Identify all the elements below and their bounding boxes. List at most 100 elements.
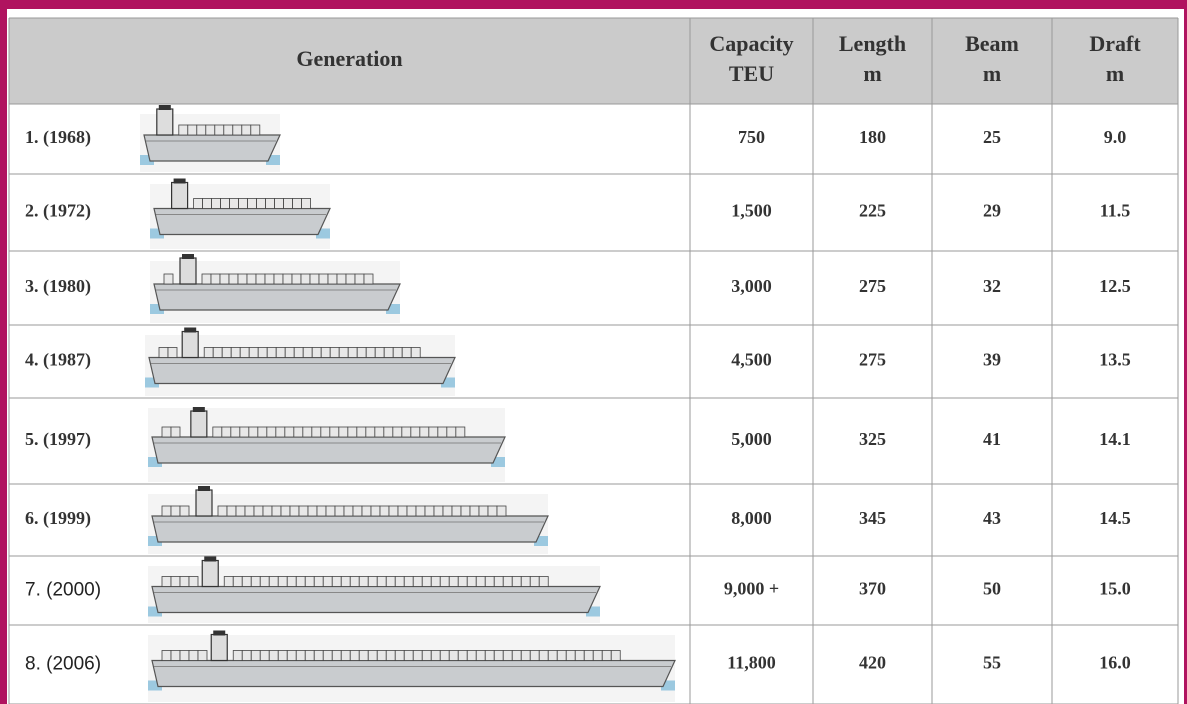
header-cell: Draft m [1089, 31, 1141, 86]
container [309, 273, 320, 285]
container [291, 273, 302, 285]
header-line: Draft [1089, 31, 1141, 56]
container [257, 347, 268, 358]
container [255, 273, 266, 285]
container [232, 124, 243, 136]
container [283, 198, 294, 209]
cell-value: 25 [983, 127, 1001, 147]
container [511, 650, 522, 661]
container [338, 347, 349, 358]
cell-value: 11,800 [727, 653, 776, 673]
header-cell: Length m [839, 31, 906, 86]
container [430, 576, 441, 587]
container [487, 505, 498, 517]
container [286, 576, 297, 587]
container [347, 347, 358, 358]
bridge [195, 489, 213, 517]
container [316, 505, 327, 517]
container [304, 576, 315, 587]
container [415, 505, 426, 517]
water [150, 304, 164, 314]
generation-label: 1. (1968) [25, 127, 91, 148]
hull [153, 283, 401, 311]
container [322, 650, 333, 661]
header-line: Generation [296, 46, 402, 71]
cell-value: 9,000 + [724, 579, 779, 599]
cell-value: 11.5 [1100, 201, 1131, 221]
container [304, 650, 315, 661]
container [511, 576, 522, 587]
container [311, 426, 322, 438]
container [313, 650, 324, 661]
container [356, 426, 367, 438]
container [385, 576, 396, 587]
header-cell: Capacity TEU [709, 31, 793, 86]
container [340, 576, 351, 587]
container [266, 426, 277, 438]
cell-value: 41 [983, 429, 1001, 449]
container [320, 347, 331, 358]
container [361, 505, 372, 517]
container [430, 650, 441, 661]
container [212, 426, 223, 438]
cell-value: 325 [859, 429, 886, 449]
container [448, 576, 459, 587]
generation-label: 5. (1997) [25, 429, 91, 450]
container [410, 426, 421, 438]
container [228, 273, 239, 285]
container [376, 650, 387, 661]
container [214, 124, 225, 136]
container [301, 198, 312, 209]
container [406, 505, 417, 517]
container [538, 576, 549, 587]
container [268, 576, 279, 587]
container [179, 650, 190, 661]
container [349, 650, 360, 661]
container [161, 576, 172, 587]
container [298, 505, 309, 517]
container [256, 198, 267, 209]
cell-value: 16.0 [1099, 653, 1131, 673]
container [235, 505, 246, 517]
container [302, 426, 313, 438]
container [221, 347, 232, 358]
container [203, 347, 214, 358]
container [547, 650, 558, 661]
cell-value: 13.5 [1099, 350, 1131, 370]
container [239, 347, 250, 358]
container [394, 650, 405, 661]
bridge [181, 330, 199, 359]
container [475, 576, 486, 587]
bridge [171, 181, 189, 210]
container [221, 426, 232, 438]
container [363, 273, 374, 285]
cell-value: 750 [738, 127, 765, 147]
bridge [179, 257, 197, 285]
container [520, 576, 531, 587]
container [286, 650, 297, 661]
cell-value: 5,000 [731, 429, 772, 449]
container [574, 650, 585, 661]
container [347, 426, 358, 438]
container [241, 124, 252, 136]
container [247, 198, 258, 209]
container [403, 650, 414, 661]
container [442, 505, 453, 517]
water [266, 155, 280, 165]
container [451, 505, 462, 517]
water [150, 228, 164, 239]
bridge [201, 559, 219, 588]
container [259, 576, 270, 587]
container [238, 198, 249, 209]
container [275, 426, 286, 438]
container [262, 505, 273, 517]
container [336, 273, 347, 285]
container [179, 576, 190, 587]
cell-value: 50 [983, 579, 1001, 599]
cell-value: 8,000 [731, 508, 772, 528]
container [271, 505, 282, 517]
container [223, 124, 234, 136]
container [478, 505, 489, 517]
container [241, 650, 252, 661]
